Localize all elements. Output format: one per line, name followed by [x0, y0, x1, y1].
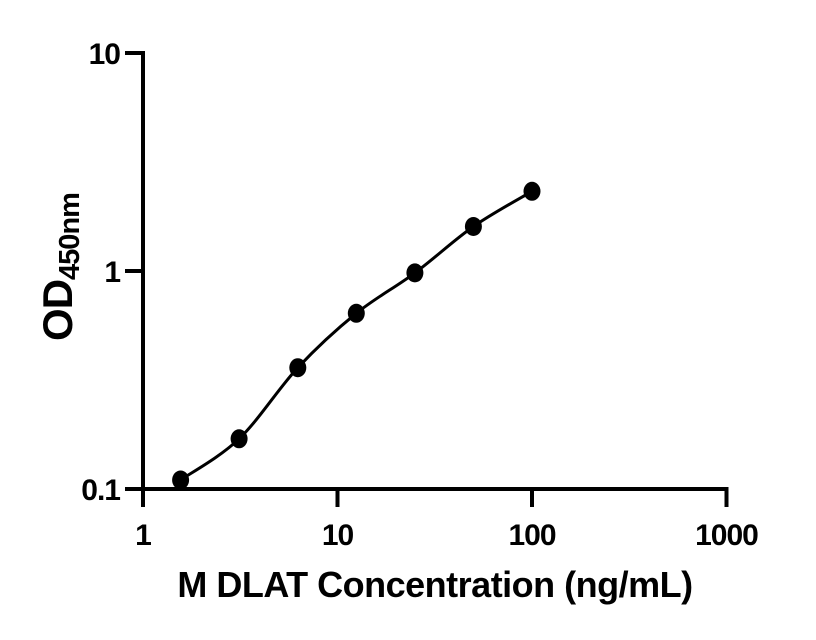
- x-axis-title: M DLAT Concentration (ng/mL): [177, 564, 693, 605]
- x-tick-label: 1: [135, 519, 151, 552]
- y-tick-label: 1: [104, 256, 120, 289]
- y-axis-title-subscript: 450nm: [54, 193, 86, 280]
- x-tick-label: 10: [322, 519, 354, 552]
- data-point-marker: [464, 217, 482, 236]
- x-tick-label: 100: [508, 519, 555, 552]
- x-tick-label: 1000: [695, 519, 758, 552]
- y-tick-label: 10: [89, 38, 121, 71]
- data-point-marker: [289, 358, 307, 378]
- y-axis-title-text: OD: [34, 279, 81, 341]
- data-point-marker: [347, 303, 365, 323]
- y-tick-label: 0.1: [81, 474, 120, 507]
- data-point-marker: [230, 429, 248, 449]
- data-point-marker: [523, 181, 541, 201]
- data-point-marker: [172, 470, 190, 490]
- data-point-marker: [406, 263, 424, 283]
- y-axis-title: OD450nm: [34, 193, 86, 341]
